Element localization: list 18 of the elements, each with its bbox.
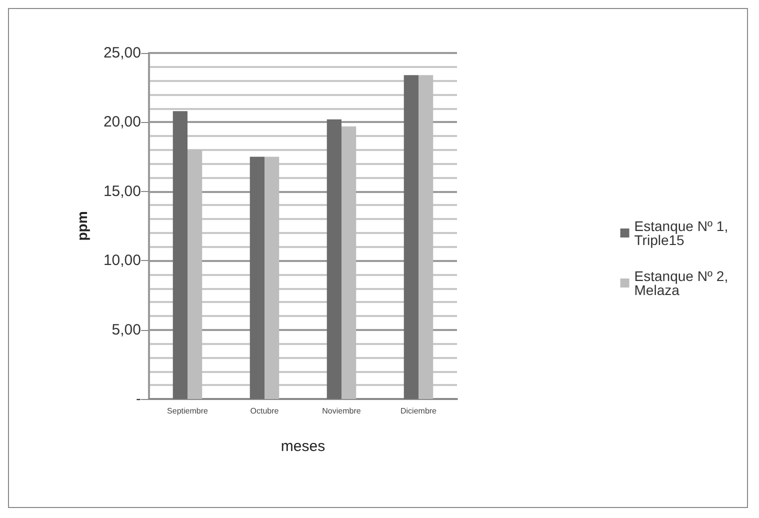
bar xyxy=(404,75,418,399)
y-tick-label: 20,00 xyxy=(103,114,141,131)
x-tick-label: Diciembre xyxy=(400,406,438,416)
x-tick-label: Noviembre xyxy=(322,406,362,416)
x-tick-label: Septiembre xyxy=(167,406,208,416)
bar xyxy=(326,119,342,399)
y-axis-title: ppm xyxy=(74,211,90,241)
y-tick-label: 10,00 xyxy=(103,252,141,270)
y-tick-label: - xyxy=(136,390,141,408)
bar xyxy=(250,156,264,399)
bar xyxy=(172,111,188,399)
x-tick-label: Octubre xyxy=(250,406,280,416)
y-tick-label: 25,00 xyxy=(103,44,141,62)
legend-label: Estanque Nº 2, Melaza xyxy=(634,268,732,298)
legend-label: Estanque Nº 1, Triple15 xyxy=(634,218,732,248)
y-tick-label: 15,00 xyxy=(103,182,141,200)
x-axis-title: meses xyxy=(280,438,326,455)
y-tick-label: 5,00 xyxy=(112,321,141,338)
